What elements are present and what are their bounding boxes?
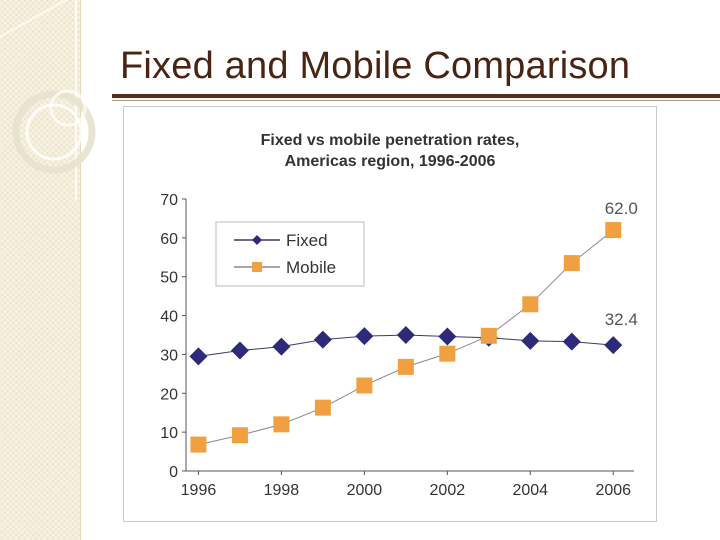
data-point-mobile <box>314 399 331 416</box>
data-point-fixed <box>562 332 581 351</box>
y-tick-label: 70 <box>160 192 178 209</box>
data-point-fixed <box>355 327 374 346</box>
data-point-fixed <box>521 331 540 350</box>
x-tick-label: 1996 <box>181 482 217 499</box>
data-point-mobile <box>231 427 248 444</box>
data-point-mobile <box>480 327 497 344</box>
data-point-mobile <box>356 377 373 394</box>
title-underline <box>112 94 720 98</box>
data-point-mobile <box>190 436 207 453</box>
data-point-mobile <box>522 296 539 313</box>
chart-title: Fixed vs mobile penetration rates, <box>261 132 520 149</box>
y-tick-label: 60 <box>160 231 178 248</box>
data-point-fixed <box>189 347 208 366</box>
x-tick-label: 1998 <box>264 482 300 499</box>
data-point-fixed <box>438 327 457 346</box>
legend-marker-fixed <box>252 235 262 245</box>
y-tick-label: 10 <box>160 425 178 442</box>
data-point-fixed <box>396 326 415 344</box>
slide-title: Fixed and Mobile Comparison <box>120 45 631 87</box>
data-point-mobile <box>273 416 290 433</box>
x-tick-label: 2002 <box>430 482 466 499</box>
y-tick-label: 30 <box>160 347 178 364</box>
chart-subtitle: Americas region, 1996-2006 <box>285 153 496 170</box>
y-tick-label: 50 <box>160 270 178 287</box>
data-point-mobile <box>439 345 456 362</box>
data-point-mobile <box>605 222 622 239</box>
y-tick-label: 40 <box>160 309 178 326</box>
data-point-fixed <box>313 330 332 349</box>
chart-frame: Fixed vs mobile penetration rates, Americ… <box>123 106 657 522</box>
legend-marker-mobile <box>252 262 262 272</box>
y-tick-label: 0 <box>169 464 178 481</box>
data-point-fixed <box>272 337 291 356</box>
x-tick-label: 2006 <box>595 482 631 499</box>
annotation-fixed: 32.4 <box>605 310 638 329</box>
legend-label-fixed: Fixed <box>286 231 328 250</box>
data-point-mobile <box>397 358 414 375</box>
title-underline-thin <box>112 100 720 101</box>
data-point-fixed <box>230 341 249 360</box>
y-tick-label: 20 <box>160 386 178 403</box>
data-point-fixed <box>604 336 623 355</box>
legend-label-mobile: Mobile <box>286 258 336 277</box>
x-tick-label: 2000 <box>347 482 383 499</box>
data-point-mobile <box>563 255 580 272</box>
legend-box <box>215 221 365 287</box>
chart: Fixed vs mobile penetration rates, Americ… <box>160 132 638 499</box>
decorative-rings <box>0 0 96 200</box>
x-tick-label: 2004 <box>512 482 548 499</box>
annotation-mobile: 62.0 <box>605 199 638 218</box>
